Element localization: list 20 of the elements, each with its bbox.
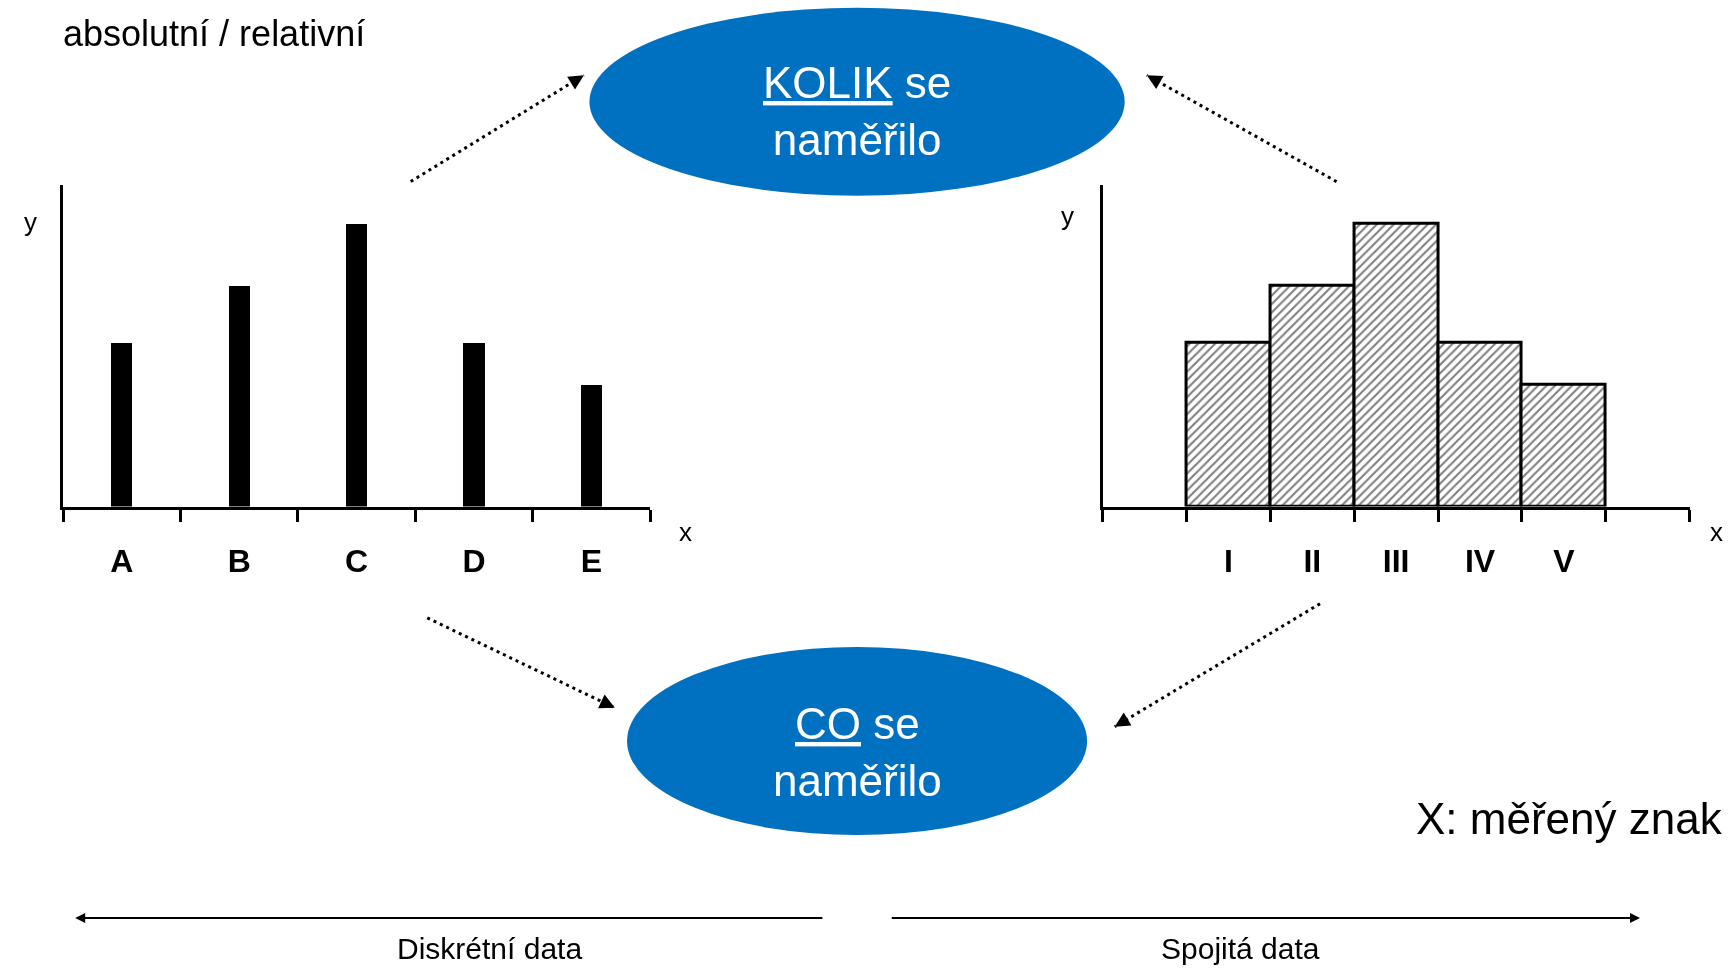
text: Spojitá data: [1161, 932, 1320, 965]
x-tick-label: A: [110, 542, 134, 579]
text: absolutní / relativní: [63, 13, 366, 54]
x-tick-label: I: [1223, 542, 1233, 579]
y-axis-title: y: [24, 207, 37, 237]
x-tick-label: II: [1303, 542, 1322, 579]
x-tick-label: E: [580, 542, 603, 579]
x-tick-label: III: [1382, 542, 1410, 579]
x-tick-label: V: [1553, 542, 1576, 579]
x-tick-label: B: [227, 542, 251, 579]
y-axis-title: y: [1061, 201, 1074, 231]
x-tick-label: D: [462, 542, 486, 579]
x-axis-title: x: [1710, 517, 1723, 547]
text: X: měřený znak: [1416, 794, 1723, 843]
text: Diskrétní data: [397, 932, 583, 965]
text: CO se naměřilo: [773, 699, 942, 806]
x-tick-label: C: [345, 542, 369, 579]
x-tick-label: IV: [1464, 542, 1496, 579]
text: KOLIK se naměřilo: [763, 58, 952, 165]
x-axis-title: x: [679, 517, 692, 547]
